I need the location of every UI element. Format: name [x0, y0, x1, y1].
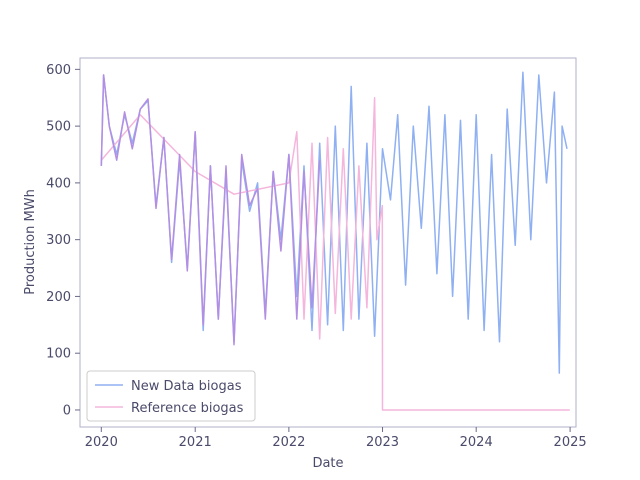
- y-tick-label: 100: [46, 347, 71, 362]
- x-tick-label: 2024: [460, 435, 493, 450]
- y-tick-label: 500: [46, 120, 71, 135]
- axes: 2020 2021 2022 2023 2024 2025 0 100 200 300 400 500…: [46, 57, 587, 450]
- plot-area: [100, 71, 570, 411]
- x-tick-label: 2020: [85, 435, 118, 450]
- plot-frame: [79, 57, 577, 428]
- series-line-1: [100, 96, 570, 411]
- x-tick-label: 2023: [366, 435, 399, 450]
- y-axis-label: Production MWh: [23, 189, 38, 295]
- x-tick-label: 2025: [554, 435, 587, 450]
- y-tick-label: 600: [46, 63, 71, 78]
- x-axis-label: Date: [312, 456, 343, 471]
- legend-box: [86, 370, 256, 422]
- x-tick-label: 2022: [272, 435, 305, 450]
- legend-label-1: Reference biogas: [131, 401, 244, 416]
- x-tick-label: 2021: [179, 435, 212, 450]
- series-line-2: [100, 74, 321, 346]
- y-tick-label: 300: [46, 233, 71, 248]
- legend-label-0: New Data biogas: [131, 379, 242, 394]
- y-tick-label: 200: [46, 290, 71, 305]
- y-tick-label: 400: [46, 176, 71, 191]
- legend: New Data biogas Reference biogas: [86, 370, 256, 422]
- y-tick-label: 0: [63, 403, 71, 418]
- series-line-0: [100, 71, 568, 374]
